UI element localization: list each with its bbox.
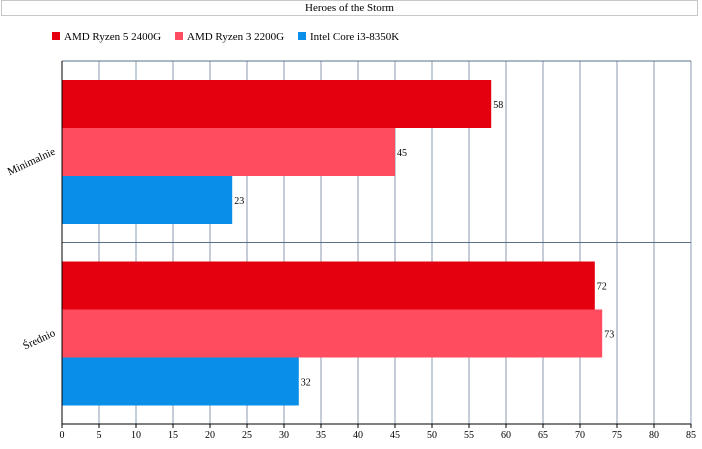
- legend-swatch: [52, 32, 60, 40]
- x-tick-label: 20: [205, 430, 215, 441]
- legend-label: AMD Ryzen 5 2400G: [64, 31, 162, 43]
- legend-label: AMD Ryzen 3 2200G: [187, 31, 285, 43]
- x-tick-label: 65: [538, 430, 548, 441]
- data-label: 58: [493, 100, 503, 111]
- x-tick-label: 60: [501, 430, 511, 441]
- chart-title: Heroes of the Storm: [305, 2, 394, 14]
- x-tick-label: 50: [427, 430, 437, 441]
- legend-item: AMD Ryzen 5 2400G: [52, 30, 161, 44]
- x-tick-label: 75: [612, 430, 622, 441]
- bar: [62, 176, 233, 224]
- data-label: 32: [301, 378, 311, 389]
- x-tick-label: 15: [168, 430, 178, 441]
- x-tick-label: 45: [390, 430, 400, 441]
- x-tick-label: 55: [464, 430, 474, 441]
- x-tick-label: 25: [242, 430, 252, 441]
- data-label: 45: [397, 148, 407, 159]
- legend-item: Intel Core i3-8350K: [298, 30, 399, 44]
- legend-swatch: [175, 32, 183, 40]
- x-tick-label: 5: [97, 430, 102, 441]
- category-label: Średnio: [21, 327, 58, 353]
- bar: [62, 80, 492, 128]
- legend-swatch: [298, 32, 306, 40]
- x-tick-label: 30: [279, 430, 289, 441]
- chart-title-box: Heroes of the Storm: [1, 0, 698, 16]
- data-label: 73: [604, 330, 614, 341]
- bar: [62, 309, 603, 358]
- data-label: 23: [234, 196, 244, 207]
- legend-label: Intel Core i3-8350K: [310, 31, 400, 43]
- x-tick-label: 85: [686, 430, 696, 441]
- x-tick-label: 0: [60, 430, 65, 441]
- chart-legend: AMD Ryzen 5 2400G AMD Ryzen 3 2200G Intel …: [0, 30, 702, 46]
- data-label: 72: [597, 282, 607, 293]
- x-tick-label: 40: [353, 430, 363, 441]
- x-tick-label: 70: [575, 430, 585, 441]
- bar: [62, 261, 595, 310]
- category-label: Minimalnie: [6, 146, 58, 179]
- bar: [62, 357, 299, 406]
- legend-item: AMD Ryzen 3 2200G: [175, 30, 284, 44]
- x-tick-label: 80: [649, 430, 659, 441]
- x-tick-label: 35: [316, 430, 326, 441]
- x-tick-label: 10: [131, 430, 141, 441]
- bar: [62, 128, 395, 176]
